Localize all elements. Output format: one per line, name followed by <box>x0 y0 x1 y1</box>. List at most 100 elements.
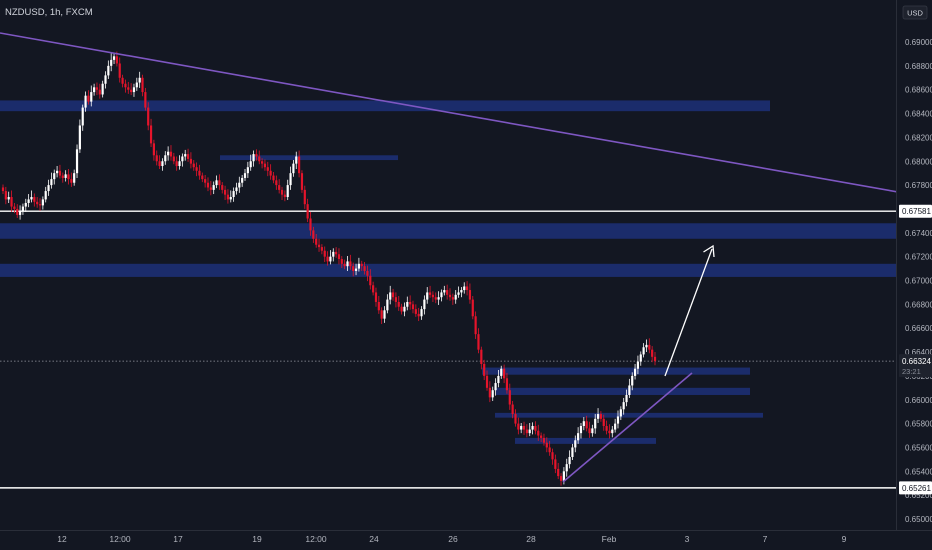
time-tick-label: 26 <box>448 534 458 544</box>
candle-body <box>235 187 238 192</box>
candle-body <box>175 161 178 167</box>
candle-body <box>588 428 591 434</box>
candle-body <box>468 290 472 300</box>
candle-body <box>594 418 597 429</box>
candle-body <box>540 435 543 438</box>
candle-body <box>414 309 417 314</box>
candle-body <box>471 299 474 317</box>
candle-body <box>483 363 486 376</box>
candle-body <box>27 199 30 203</box>
candle-body <box>477 334 480 350</box>
candle-body <box>172 156 175 162</box>
candle-body <box>232 191 235 198</box>
candle-body <box>465 286 469 291</box>
candle-body <box>369 275 372 286</box>
candle-body <box>517 423 520 430</box>
time-tick-label: 7 <box>763 534 768 544</box>
candle-body <box>443 290 446 293</box>
price-tick-label: 0.67800 <box>905 181 932 190</box>
candle-body <box>90 92 93 102</box>
time-tick-label: 28 <box>526 534 536 544</box>
candle-body <box>537 430 540 436</box>
candle-body <box>121 77 124 84</box>
candle-body <box>24 202 27 207</box>
candle-body <box>534 425 537 431</box>
candle-body <box>554 459 557 469</box>
candle-body <box>480 349 483 364</box>
candle-body <box>266 167 269 171</box>
candle-body <box>263 163 267 168</box>
candle-body <box>184 154 187 157</box>
candle-body <box>167 151 170 156</box>
candle-body <box>571 447 574 457</box>
last-price-tag <box>899 354 932 378</box>
candle-body <box>451 297 454 300</box>
candle-body <box>340 259 343 264</box>
candle-body <box>70 179 73 183</box>
candle-body <box>152 143 155 156</box>
candle-body <box>614 423 617 430</box>
candle-body <box>38 204 42 206</box>
candle-body <box>557 468 560 477</box>
candle-body <box>577 433 580 441</box>
candle-body <box>289 173 292 186</box>
candle-body <box>204 179 207 183</box>
candle-body <box>599 414 603 419</box>
candle-body <box>420 309 423 317</box>
candle-body <box>138 77 141 83</box>
candle-body <box>141 77 144 93</box>
candle-body <box>186 154 190 159</box>
candle-body <box>366 270 369 276</box>
candle-body <box>238 182 241 188</box>
supply-demand-zones <box>0 100 896 444</box>
candle-body <box>283 194 286 198</box>
candle-body <box>212 185 215 190</box>
candle-body <box>249 161 252 168</box>
candle-body <box>30 197 33 200</box>
candle-body <box>568 456 571 465</box>
candle-body <box>118 63 121 78</box>
candle-body <box>223 189 227 195</box>
candle-body <box>189 158 193 164</box>
candle-body <box>616 416 620 424</box>
candle-body <box>403 306 406 312</box>
candle-body <box>463 286 466 291</box>
currency-badge[interactable] <box>902 5 928 20</box>
candle-body <box>608 430 611 434</box>
candle-body <box>246 167 249 174</box>
candle-body <box>505 378 509 391</box>
candle-body <box>41 199 44 206</box>
candle-body <box>198 170 201 176</box>
candle-body <box>448 294 452 298</box>
price-axis-background <box>897 0 932 530</box>
candle-body <box>320 247 323 251</box>
candle-body <box>226 194 230 200</box>
price-tick-label: 0.66800 <box>905 300 932 309</box>
price-tick-label: 0.66000 <box>905 396 932 405</box>
candle-body <box>372 285 375 293</box>
candle-body <box>67 174 70 180</box>
price-tick-label: 0.65800 <box>905 420 932 429</box>
zone-rect <box>495 412 763 418</box>
candle-body <box>653 356 657 362</box>
candle-body <box>75 149 79 174</box>
candle-body <box>551 452 554 460</box>
price-tick-label: 0.65600 <box>905 443 932 452</box>
candle-body <box>360 263 363 267</box>
candle-body <box>1 187 5 192</box>
candle-body <box>107 65 110 76</box>
candle-body <box>104 75 107 84</box>
candle-body <box>628 385 631 395</box>
candle-body <box>147 107 150 126</box>
price-tick-label: 0.66400 <box>905 348 932 357</box>
candle-body <box>280 189 284 195</box>
candle-body <box>132 87 136 93</box>
candle-body <box>218 180 221 186</box>
candle-body <box>315 238 318 245</box>
time-tick-label: 17 <box>173 534 183 544</box>
candle-body <box>454 294 457 300</box>
candle-body <box>426 292 429 300</box>
candle-body <box>562 471 565 481</box>
candle-body <box>520 425 523 430</box>
